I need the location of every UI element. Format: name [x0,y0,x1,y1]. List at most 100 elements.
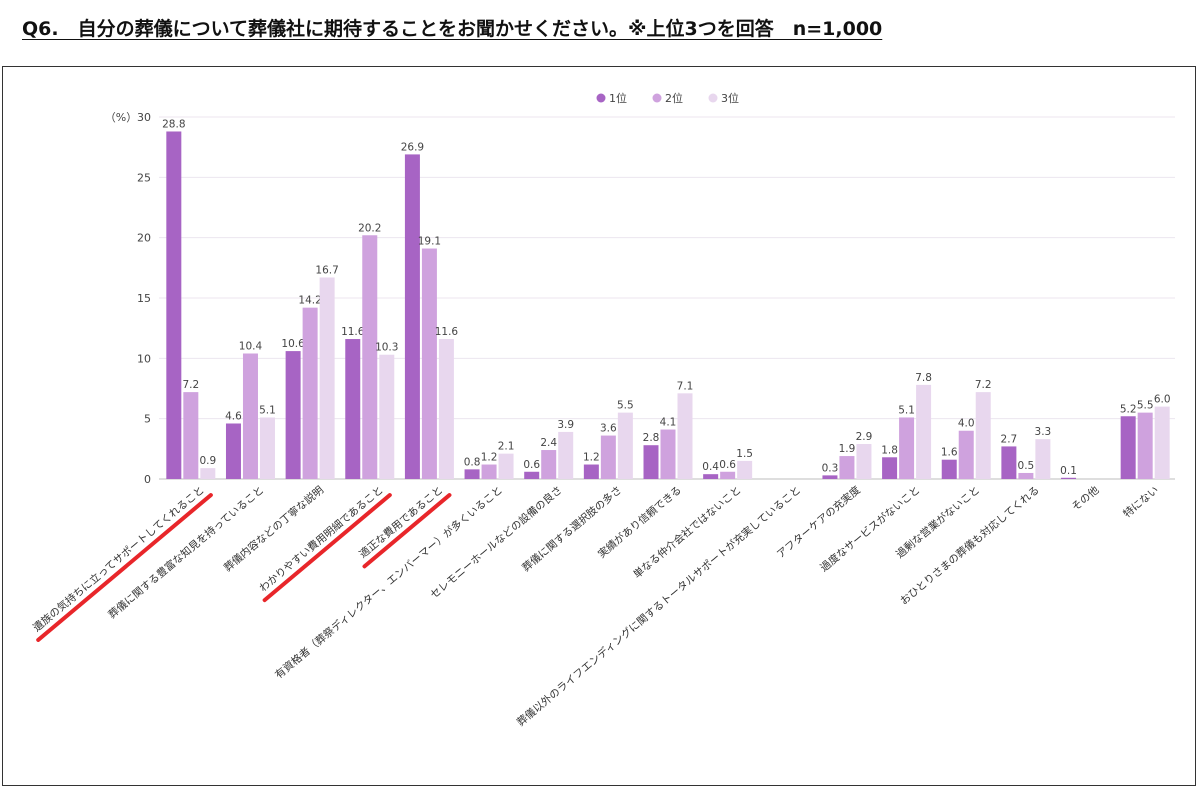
data-label: 0.9 [199,455,216,467]
highlight-underline [362,493,452,569]
data-label: 1.8 [881,444,898,456]
bar [421,248,437,479]
data-label: 2.7 [1001,433,1018,445]
data-label: 0.1 [1060,465,1077,477]
data-label: 5.5 [617,400,634,412]
page-title: Q6. 自分の葬儀について葬儀社に期待することをお聞かせください。※上位3つを回… [22,18,883,40]
bar [737,460,753,479]
bar [558,431,574,479]
data-label: 6.0 [1154,394,1171,406]
data-label: 0.8 [464,456,481,468]
bar [703,474,719,479]
legend-label: 1位 [609,91,627,105]
data-label: 1.2 [481,452,498,464]
data-label: 2.4 [540,437,557,449]
bar [200,468,216,479]
data-label: 1.2 [583,452,600,464]
data-label: 2.1 [498,441,515,453]
data-label: 0.6 [719,459,736,471]
category-label: 有資格者（葬祭ディレクター、エンバーマー）が多くいること [272,483,505,681]
data-label: 10.6 [281,338,305,350]
category-label: 特にない [1121,484,1161,520]
bar [1154,406,1170,479]
data-label: 19.1 [418,236,441,248]
bar [464,469,480,479]
bar [404,154,420,479]
data-label: 5.2 [1120,403,1137,415]
bar [958,430,974,479]
bar [839,456,855,479]
highlight-underline [36,493,213,642]
data-label: 0.3 [822,462,839,474]
bar [1001,446,1017,479]
bar [166,131,182,479]
y-tick-label: 0 [144,473,151,486]
data-label: 5.5 [1137,400,1154,412]
bar [259,417,275,479]
bar [975,392,991,479]
data-label: 0.4 [702,461,719,473]
category-label: わかりやすい費用明細であること [257,483,386,594]
bar [285,351,301,479]
data-label: 28.8 [162,118,185,130]
bar [498,453,514,479]
legend-marker [708,93,718,103]
data-label: 7.2 [975,379,992,391]
bar [822,475,838,479]
data-label: 20.2 [358,222,381,234]
chart-frame: 0 5 10 15 20 25 30 （%） 1位 2位 3位 28.8 7.2 0.9 4.6 10.4 5.… [2,66,1196,786]
bar [481,464,497,479]
data-label: 11.6 [435,326,459,338]
data-label: 5.1 [898,404,915,416]
category-label: その他 [1069,483,1102,514]
bar [941,459,957,479]
category-label: 過度なサービスがないこと [818,483,923,574]
bar [438,339,454,479]
data-label: 5.1 [259,404,276,416]
y-tick-label: 5 [144,413,151,426]
data-label: 10.4 [239,341,263,353]
data-label: 4.1 [660,417,677,429]
data-label: 3.9 [557,419,574,431]
bar [379,354,395,479]
category-label: セレモニーホールなどの設備の良さ [428,483,565,601]
bar [183,392,199,479]
data-label: 2.9 [856,431,873,443]
data-label: 26.9 [401,141,424,153]
data-label: 1.5 [736,448,753,460]
bar [319,277,335,479]
bar [225,423,241,479]
category-label: 単なる仲介会社ではないこと [631,483,744,581]
bar [720,471,736,479]
bar [1137,412,1153,479]
data-label: 11.6 [341,326,365,338]
bar [660,429,676,479]
data-label: 16.7 [315,264,338,276]
y-tick-label: 25 [137,171,151,184]
bar [916,384,932,479]
legend-marker [596,93,606,103]
y-tick-label: 30 [137,111,151,124]
data-label: 4.6 [225,410,242,422]
bar [856,444,872,479]
bar [643,445,659,479]
legend-label: 3位 [721,91,739,105]
category-label: 葬儀に関する選択肢の多さ [519,483,624,574]
data-label: 2.8 [643,432,660,444]
bar [302,307,318,479]
bar-chart: 0 5 10 15 20 25 30（%） 1位 2位 3位 28.8 7.2 0.9 4.6 10.4 5.… [30,91,1175,729]
data-label: 1.9 [839,443,856,455]
data-label: 10.3 [375,342,398,354]
bar [600,435,616,479]
data-label: 7.8 [915,372,932,384]
bar [1120,416,1136,479]
legend-label: 2位 [665,91,683,105]
bar [362,235,378,479]
y-tick-label: 20 [137,232,151,245]
data-label: 4.0 [958,418,975,430]
bar [242,353,258,479]
data-label: 14.2 [298,295,321,307]
bar [1061,477,1077,479]
highlight-underline [262,493,392,603]
data-label: 3.3 [1035,426,1052,438]
